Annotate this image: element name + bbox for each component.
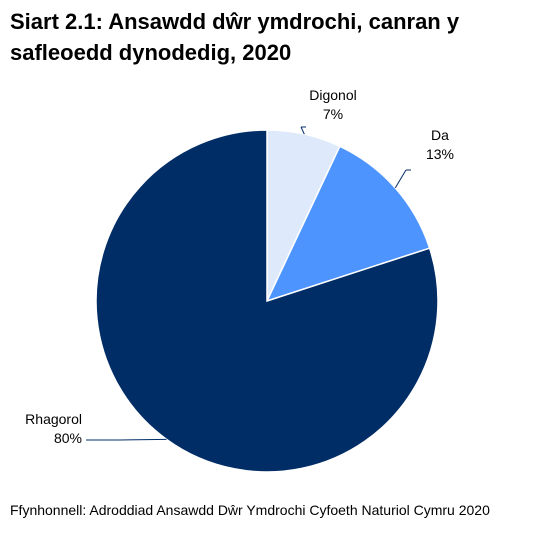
slice-labels: Digonol 7% Da 13% Rhagorol 80% xyxy=(25,87,454,446)
leader-lines xyxy=(86,126,411,441)
slice-value-digonol: 7% xyxy=(323,106,343,122)
pie-slice-da xyxy=(265,145,431,303)
slice-value-da: 13% xyxy=(426,146,454,162)
slice-label-da: Da xyxy=(431,127,449,143)
leader-line-rhagorol xyxy=(86,438,167,441)
slice-value-rhagorol: 80% xyxy=(54,430,82,446)
leader-line-digonol xyxy=(300,126,305,135)
slice-label-digonol: Digonol xyxy=(309,87,356,103)
pie-chart: Digonol 7% Da 13% Rhagorol 80% xyxy=(25,87,454,473)
chart-title: Siart 2.1: Ansawdd dŵr ymdrochi, canran … xyxy=(10,9,460,65)
pie-slices xyxy=(95,129,439,473)
pie-slice-rhagorol xyxy=(95,129,439,473)
slice-label-rhagorol: Rhagorol xyxy=(25,411,82,427)
chart-source: Ffynhonnell: Adroddiad Ansawdd Dŵr Ymdro… xyxy=(10,502,490,518)
leader-line-da xyxy=(394,169,407,189)
